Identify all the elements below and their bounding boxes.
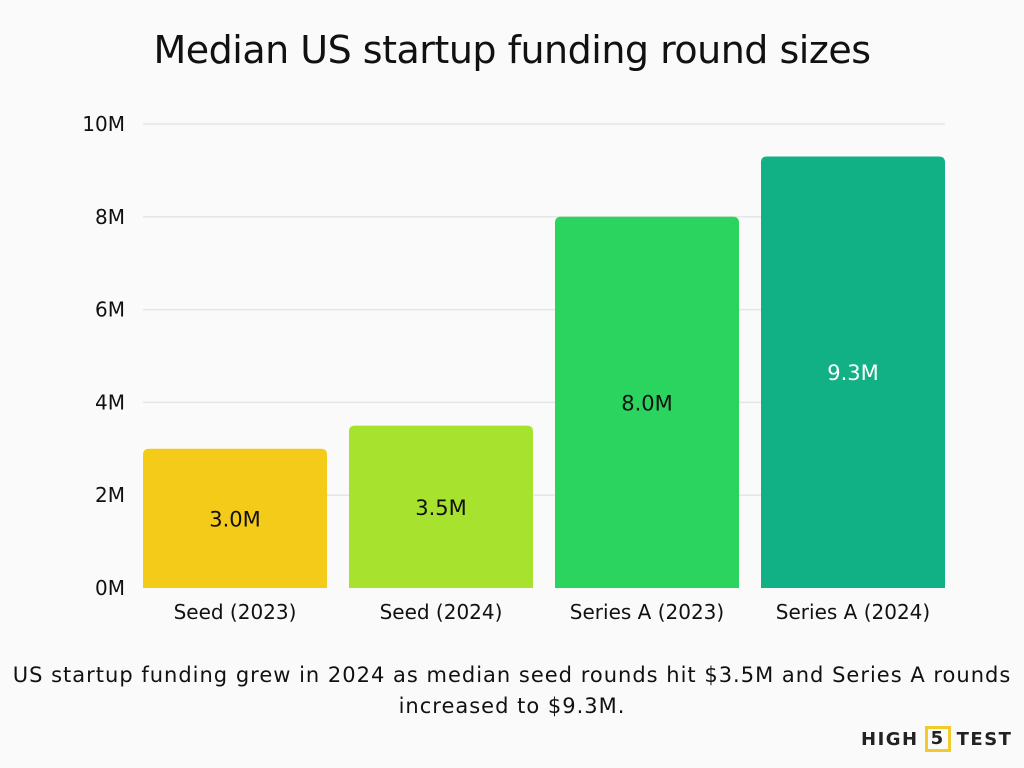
logo: HIGH 5 TEST (861, 726, 1012, 752)
y-tick-label: 4M (95, 390, 125, 414)
logo-text-left: HIGH (861, 728, 919, 750)
data-label: 8.0M (621, 391, 673, 415)
x-tick-label: Seed (2024) (380, 600, 503, 624)
y-tick-label: 8M (95, 205, 125, 229)
x-tick-label: Series A (2024) (776, 600, 930, 624)
data-label: 3.0M (209, 507, 261, 531)
data-label: 9.3M (827, 361, 879, 385)
x-tick-label: Seed (2023) (174, 600, 297, 624)
y-tick-label: 2M (95, 483, 125, 507)
bar (761, 156, 945, 589)
bar (555, 216, 739, 589)
logo-text-right: TEST (956, 728, 1013, 750)
chart-title: Median US startup funding round sizes (153, 28, 872, 72)
bar-chart: 0M 2M 4M 6M 8M 10M 3.0M Seed (2023) 3.5M Seed (20… (82, 112, 945, 624)
bar (143, 448, 327, 588)
bar (349, 425, 533, 588)
chart-caption: US startup funding grew in 2024 as media… (12, 663, 1012, 718)
y-tick-label: 10M (82, 112, 125, 136)
y-tick-label: 0M (95, 576, 125, 600)
data-label: 3.5M (415, 496, 467, 520)
x-tick-label: Series A (2023) (570, 600, 724, 624)
y-tick-label: 6M (95, 298, 125, 322)
logo-number: 5 (924, 726, 951, 752)
